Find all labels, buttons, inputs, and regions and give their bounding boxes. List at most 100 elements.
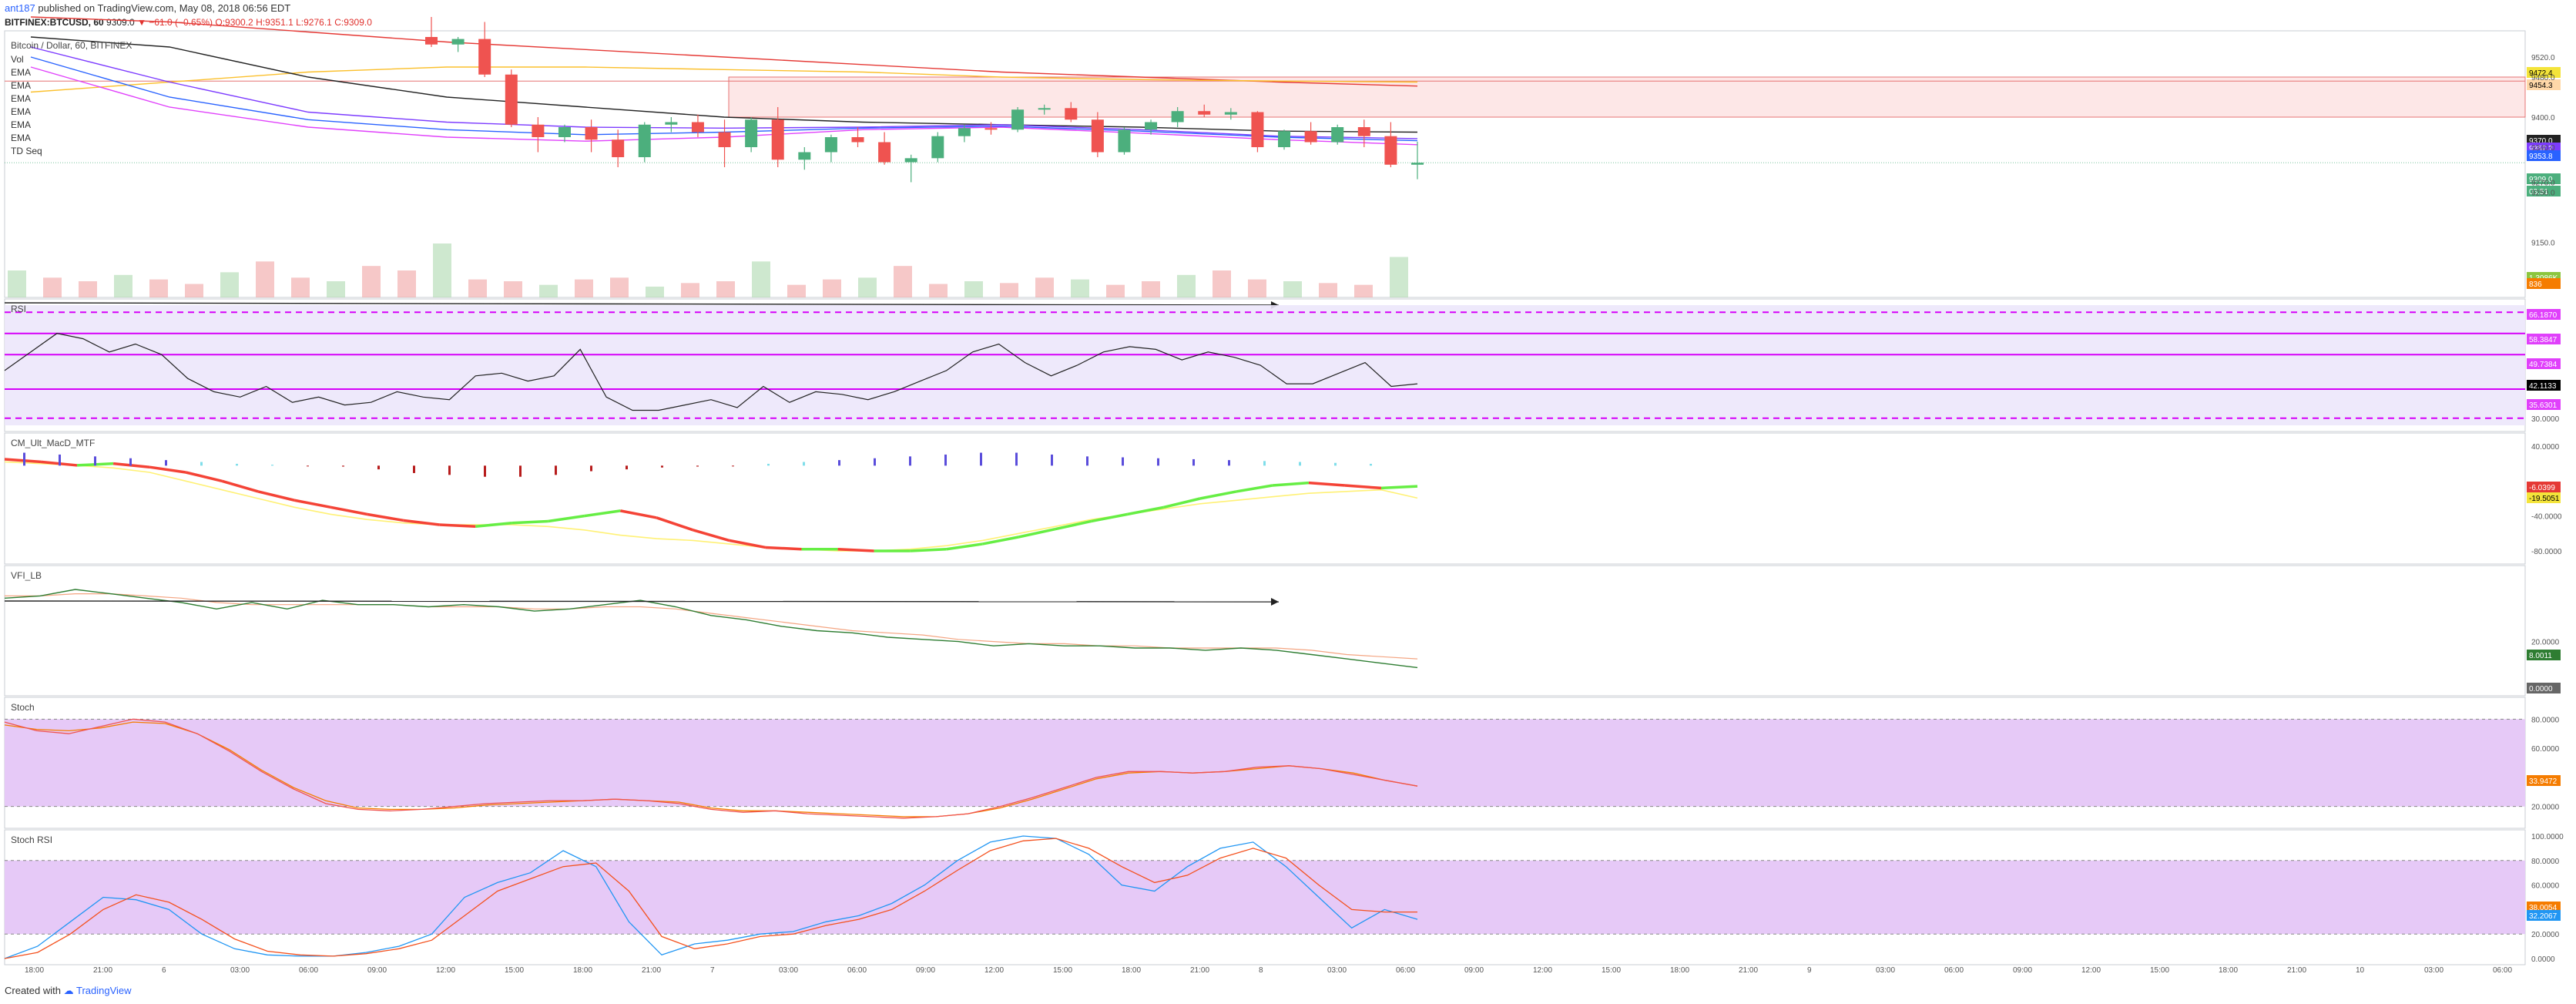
time-tick-35: 03:00: [2424, 966, 2444, 975]
volume-bar: [929, 284, 948, 297]
legend-ema-3[interactable]: EMA: [11, 93, 32, 104]
volume-bar: [1071, 279, 1089, 297]
volume-bar: [79, 281, 97, 297]
stoch-pane-title: Stoch: [11, 702, 35, 713]
vfi-pane-title: VFI_LB: [11, 570, 42, 581]
candle-body: [691, 122, 704, 133]
candle-body: [1011, 109, 1025, 130]
time-tick-32: 18:00: [2219, 966, 2238, 975]
legend-ema-6[interactable]: EMA: [11, 133, 32, 143]
candle-body: [958, 128, 971, 136]
pane-frame-0: [4, 30, 2526, 298]
stochrsi-badge-1-bg: [2527, 910, 2561, 921]
rsi-badge-0: 66.1870: [2529, 311, 2558, 320]
macd-histogram-bar: [767, 463, 770, 466]
legend-vol[interactable]: Vol: [11, 54, 24, 65]
time-tick-13: 09:00: [916, 966, 935, 975]
macd-line-seg: [512, 519, 548, 525]
main-badge-2: 9370.0: [2529, 137, 2553, 146]
candle-body: [1304, 131, 1317, 143]
stochrsi-tick-4: 20.0000: [2531, 931, 2560, 939]
candle-body: [612, 139, 625, 157]
author-link[interactable]: ant187: [5, 2, 35, 14]
macd-histogram-bar: [555, 465, 557, 475]
main-price-tick-0: 9520.0: [2531, 54, 2555, 62]
rsi-badge-4: 35.6301: [2529, 401, 2558, 410]
volume-bar: [1106, 284, 1125, 297]
legend-ema-4[interactable]: EMA: [11, 106, 32, 117]
macd-histogram-bar: [696, 465, 699, 467]
main-badge-6: 03:51: [2529, 188, 2548, 196]
vfi-signal-line: [5, 593, 1418, 660]
candle-body: [1278, 131, 1291, 147]
macd-line-seg: [1127, 505, 1165, 516]
candle-body: [1411, 163, 1424, 165]
macd-line-seg: [765, 546, 802, 551]
time-tick-4: 06:00: [299, 966, 318, 975]
macd-histogram-bar: [661, 465, 663, 468]
time-tick-22: 12:00: [1533, 966, 1552, 975]
rsi-pane-title: RSI: [11, 304, 27, 314]
volume-bar: [1248, 279, 1266, 297]
stochrsi-tick-0: 100.0000: [2531, 833, 2564, 841]
time-tick-9: 21:00: [642, 966, 661, 975]
time-tick-5: 09:00: [367, 966, 387, 975]
macd-line-seg: [149, 465, 186, 474]
volume-bar: [575, 279, 593, 297]
macd-histogram-bar: [1157, 458, 1159, 466]
time-tick-25: 21:00: [1739, 966, 1758, 975]
volume-bar: [43, 277, 62, 297]
macd-histogram-bar: [626, 465, 628, 470]
legend-ema-2[interactable]: EMA: [11, 80, 32, 91]
time-tick-28: 06:00: [1944, 966, 1964, 975]
volume-bar: [185, 284, 203, 297]
time-tick-7: 15:00: [505, 966, 524, 975]
time-tick-15: 15:00: [1053, 966, 1072, 975]
candle-body: [1091, 119, 1104, 153]
macd-histogram-bar: [1334, 462, 1337, 466]
candle-body: [478, 39, 491, 75]
resistance-zone: [728, 76, 2526, 118]
macd-badge-1: -19.5051: [2529, 495, 2560, 503]
candle-body: [904, 158, 917, 163]
macd-line-seg: [221, 479, 259, 493]
high-value: H:9351.1: [256, 17, 293, 28]
macd-line-seg: [1380, 485, 1418, 490]
candle-body: [824, 137, 837, 153]
macd-line-seg: [584, 509, 621, 518]
macd-line-seg: [656, 516, 694, 532]
legend-ema-5[interactable]: EMA: [11, 119, 32, 130]
candle-body: [718, 132, 731, 147]
time-tick-14: 12:00: [984, 966, 1004, 975]
vfi-badge-1: 0.0000: [2529, 685, 2553, 693]
stochrsi-badge-0: 38.0054: [2529, 904, 2558, 912]
main-badge-6-bg: [2527, 186, 2561, 196]
trend-arrow: [4, 302, 1280, 306]
candle-body: [745, 119, 758, 147]
volume-bar: [1177, 274, 1196, 297]
time-tick-21: 09:00: [1464, 966, 1484, 975]
tradingview-logo[interactable]: ☁ TradingView: [63, 985, 132, 996]
time-tick-24: 18:00: [1670, 966, 1689, 975]
legend-td-seq[interactable]: TD Seq: [11, 146, 42, 156]
stoch-badge-0: 33.9472: [2529, 777, 2558, 786]
time-tick-3: 03:00: [230, 966, 250, 975]
volume-bar: [1213, 270, 1231, 297]
volume-bar: [1390, 257, 1408, 297]
stoch-tick-1: 60.0000: [2531, 745, 2560, 754]
macd-signal-line: [4, 461, 1418, 552]
macd-histogram-bar: [484, 465, 486, 477]
legend-ema-1[interactable]: EMA: [11, 67, 32, 78]
macd-line-seg: [620, 509, 657, 519]
macd-histogram-bar: [307, 465, 309, 467]
macd-line-seg: [946, 542, 983, 551]
candle-body: [878, 142, 891, 163]
time-tick-23: 15:00: [1602, 966, 1621, 975]
candle-body: [1038, 108, 1051, 110]
macd-line-seg: [1236, 484, 1273, 493]
time-tick-33: 21:00: [2287, 966, 2306, 975]
candle-body: [1357, 127, 1370, 136]
volume-bar: [646, 287, 664, 297]
macd-histogram-bar: [236, 463, 238, 466]
